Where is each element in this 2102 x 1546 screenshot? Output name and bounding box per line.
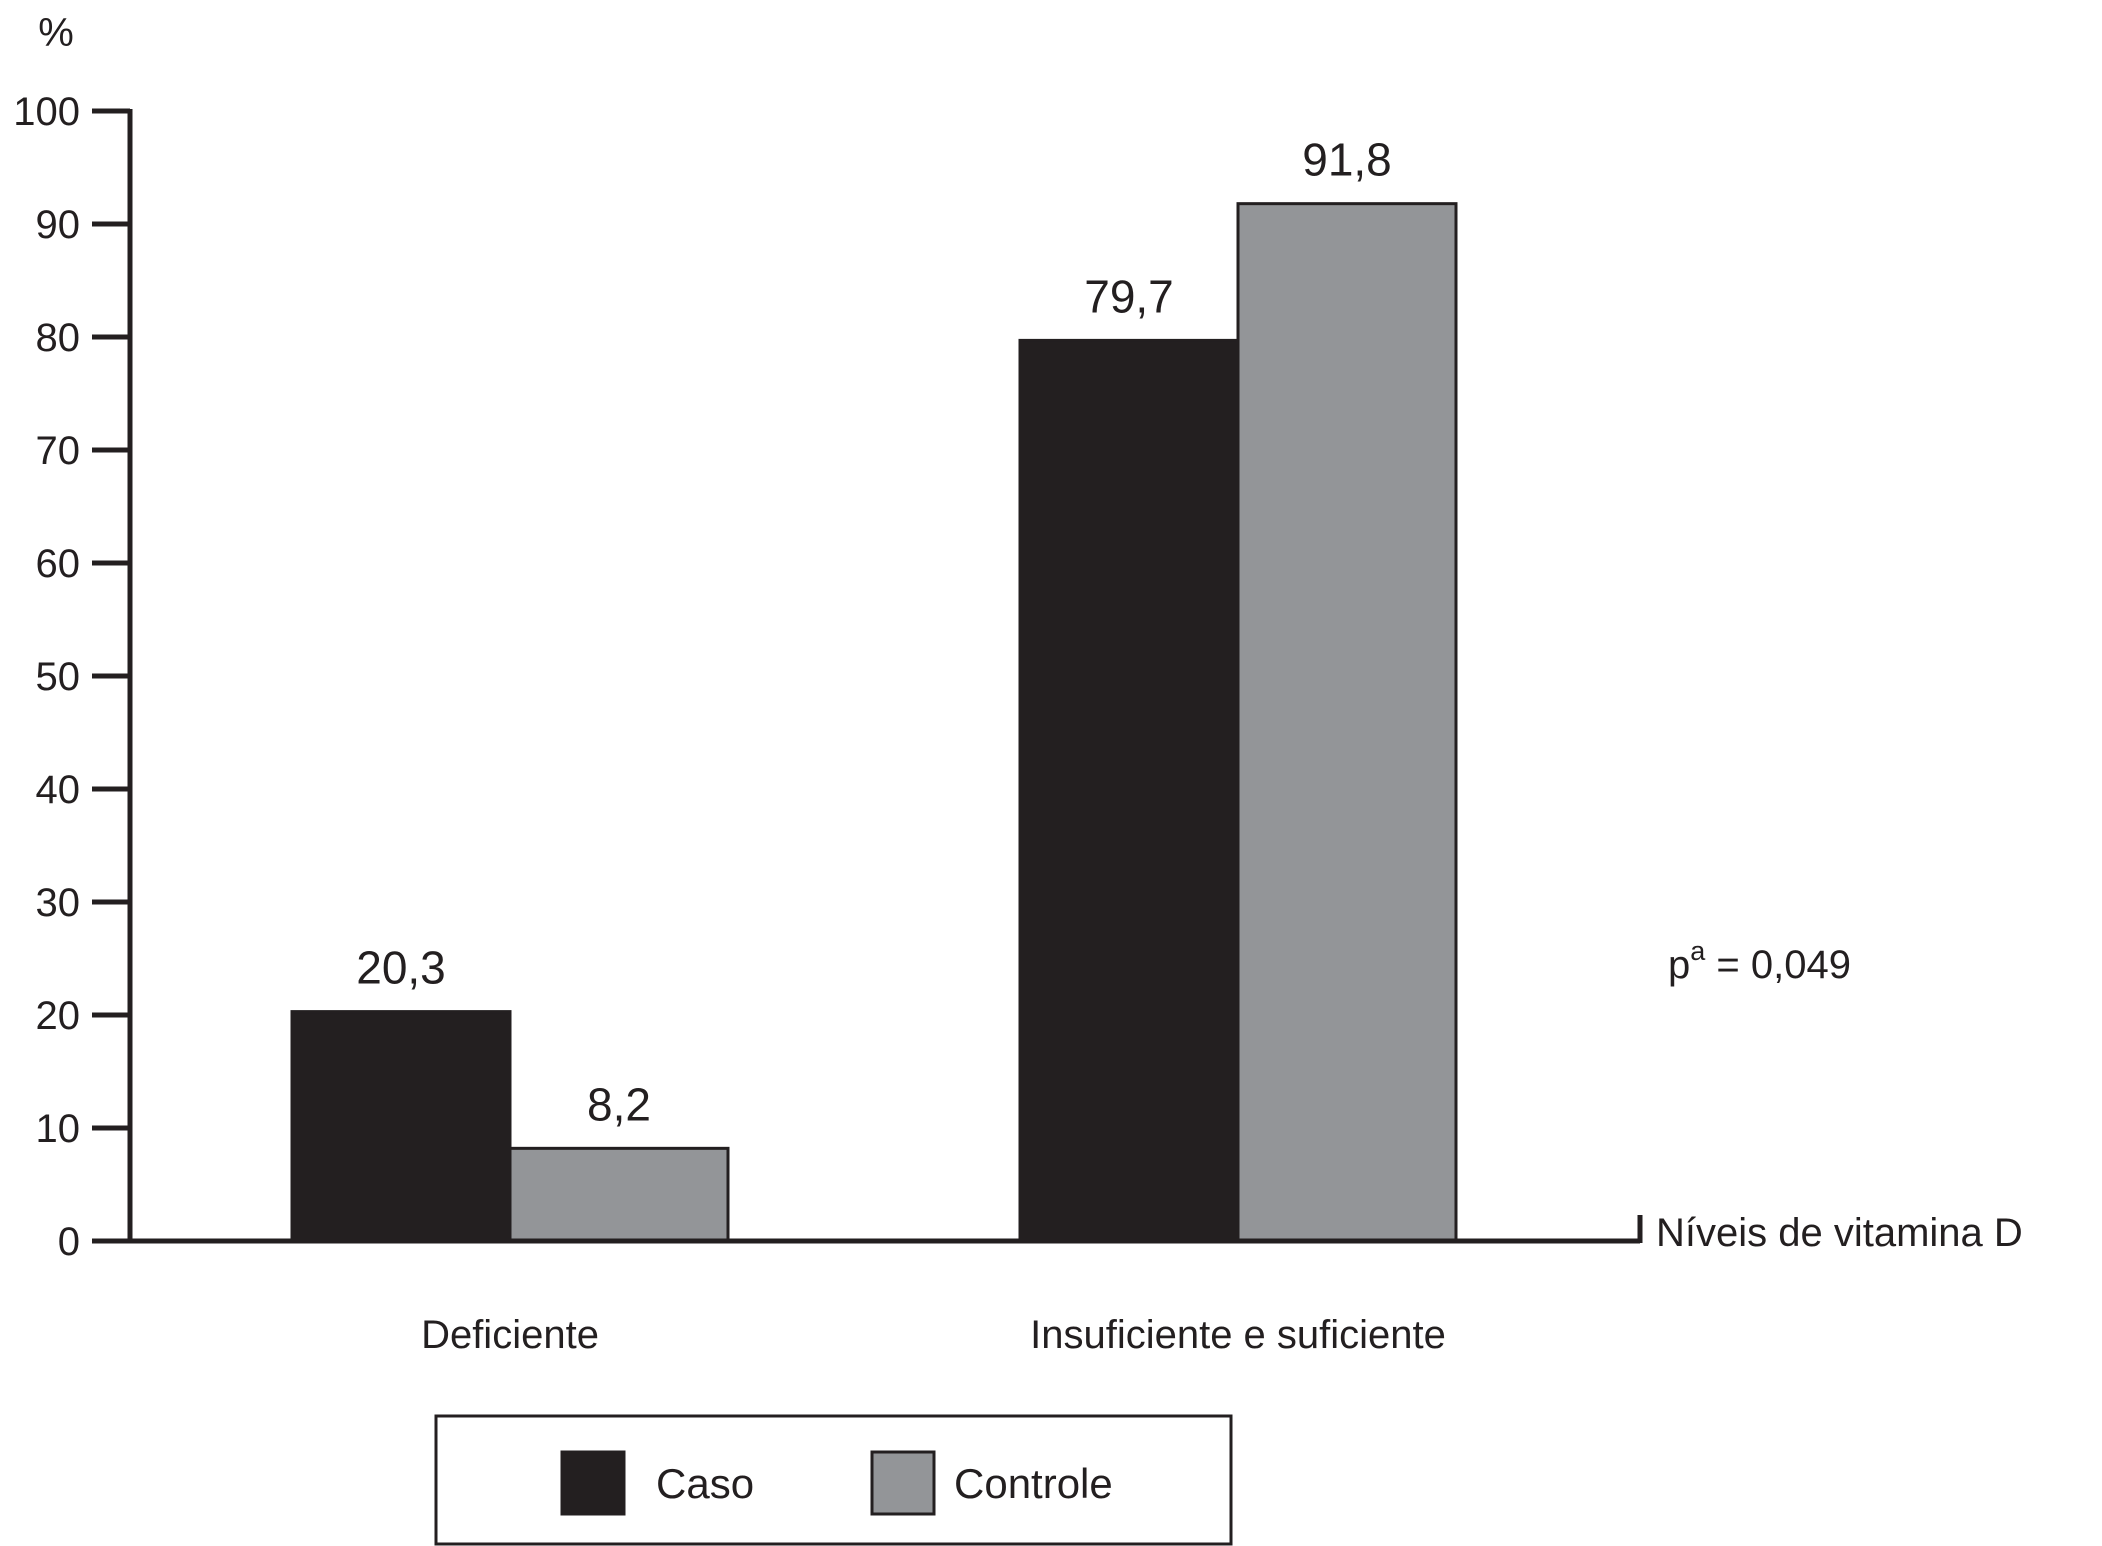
category-label-2: Insuficiente e suficiente [1030,1313,1446,1357]
y-tick-label: 60 [36,542,81,586]
bars [290,202,1458,1243]
value-label-controle-1: 8,2 [587,1078,651,1130]
y-axis-unit-label: % [38,11,74,55]
value-label-caso-1: 20,3 [356,942,446,994]
p-value-rest: = 0,049 [1705,943,1851,987]
y-tick-label: 80 [36,316,81,360]
legend-label-controle: Controle [954,1460,1113,1507]
category-labels: Deficiente Insuficiente e suficiente [421,1313,1446,1357]
y-tick-label: 100 [13,90,80,134]
y-tick-label: 0 [58,1220,80,1264]
y-tick-label: 90 [36,203,81,247]
p-value-annotation: pa = 0,049 [1668,936,1851,987]
y-tick-label: 10 [36,1107,81,1151]
bar-controle-1 [508,1146,730,1243]
y-axis-ticks: 0 10 20 30 40 50 60 70 80 90 100 [13,90,130,1264]
category-label-1: Deficiente [421,1313,599,1357]
y-tick-label: 30 [36,881,81,925]
legend: Caso Controle [434,1414,1233,1546]
axes [124,109,1643,1244]
value-label-caso-2: 79,7 [1084,270,1174,322]
legend-swatch-caso [560,1450,626,1516]
bar-caso-1 [290,1010,512,1243]
y-tick-label: 20 [36,994,81,1038]
value-label-controle-2: 91,8 [1302,134,1392,186]
y-tick-label: 40 [36,768,81,812]
value-labels: 20,3 8,2 79,7 91,8 [356,134,1392,1131]
legend-swatch-controle [870,1450,936,1516]
bar-caso-2 [1018,338,1240,1243]
p-value-superscript: a [1690,936,1706,966]
x-axis-title: Níveis de vitamina D [1656,1211,2023,1255]
legend-label-caso: Caso [656,1460,754,1507]
y-tick-label: 70 [36,429,81,473]
y-tick-label: 50 [36,655,81,699]
p-value-main: p [1668,943,1690,987]
bar-controle-2 [1236,202,1458,1243]
